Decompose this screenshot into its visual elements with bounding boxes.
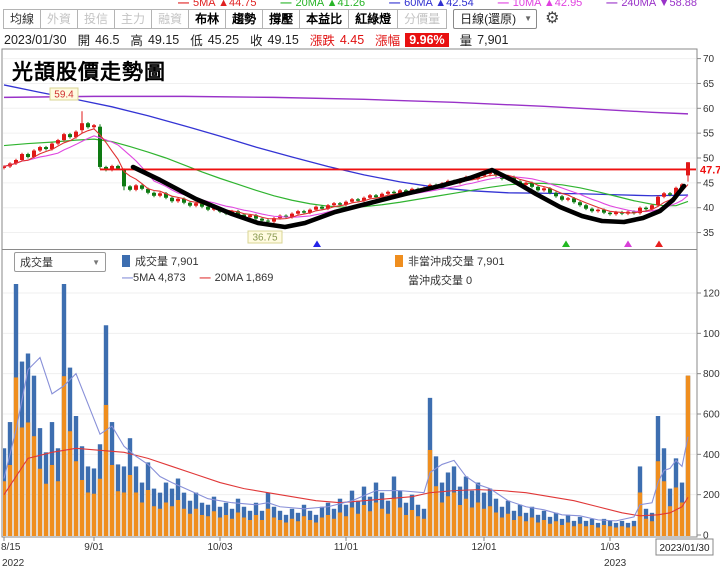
period-dropdown[interactable]: 日線(還原) ▼ <box>453 9 538 29</box>
volume-ma5-line <box>3 356 689 522</box>
svg-text:70: 70 <box>703 54 715 65</box>
volume-ma20-swatch: — <box>199 272 211 284</box>
svg-text:55: 55 <box>703 129 715 140</box>
open-value: 46.5 <box>95 32 120 47</box>
volume-swatch <box>122 255 130 267</box>
gear-icon[interactable]: ⚙ <box>545 10 560 27</box>
period-dropdown-label: 日線(還原) <box>460 12 517 26</box>
quote-date: 2023/01/30 <box>4 32 67 47</box>
svg-text:2023: 2023 <box>604 558 627 569</box>
ma-legend-item: —240MA ▼58.88 <box>606 0 698 9</box>
open-label: 開 <box>77 34 91 48</box>
svg-text:6000: 6000 <box>703 409 720 420</box>
svg-text:10/03: 10/03 <box>207 542 232 553</box>
change-value: 4.45 <box>339 32 365 47</box>
quote-bar: 2023/01/30 開 46.5 高 49.15 低 45.25 收 49.1… <box>4 30 508 49</box>
tab-8[interactable]: 本益比 <box>299 9 350 29</box>
svg-text:65: 65 <box>703 79 715 90</box>
svg-text:12000: 12000 <box>703 288 720 299</box>
chevron-down-icon: ▼ <box>524 14 533 23</box>
tab-7[interactable]: 撐壓 <box>262 9 301 29</box>
ma5-line <box>3 128 689 220</box>
svg-text:40: 40 <box>703 203 715 214</box>
last-date-badge: 2023/01/30 <box>655 538 714 556</box>
ma-legend-item: —60MA ▲42.54 <box>389 0 474 9</box>
close-value: 49.15 <box>267 32 299 47</box>
volume-ma20-line <box>3 447 689 517</box>
low-value: 45.25 <box>207 32 240 47</box>
toolbar: 均線 外資 投信 主力 融資 布林 趨勢 撐壓 本益比 紅綠燈 分價量 日線(還原) ▼ ⚙ <box>3 9 559 29</box>
resistance-price-label: 47.7 <box>700 164 720 176</box>
ma60-line <box>3 84 689 197</box>
nondaytrade-legend-text: 非當沖成交量 7,901 <box>408 256 505 268</box>
svg-text:1/03: 1/03 <box>600 542 620 553</box>
svg-text:2023/01/30: 2023/01/30 <box>659 543 709 554</box>
ma-legend-item: —20MA ▲41.26 <box>280 0 366 9</box>
tab-6[interactable]: 趨勢 <box>225 9 264 29</box>
tab-1[interactable]: 外資 <box>40 9 79 29</box>
nondaytrade-swatch <box>395 255 403 267</box>
toolbar-tabs: 均線 外資 投信 主力 融資 布林 趨勢 撐壓 本益比 紅綠燈 分價量 <box>3 9 448 29</box>
daytrade-legend: 非當沖成交量 7,901 當沖成交量 0 <box>395 253 505 288</box>
volume-indicator-dropdown[interactable]: 成交量 ▼ <box>14 252 106 272</box>
price-axis: 70 65 60 55 50 45 40 35 <box>697 54 715 239</box>
pct-label: 漲幅 <box>375 34 401 48</box>
volume-legend-text: 成交量 7,901 <box>135 256 199 268</box>
ma240-line <box>3 95 689 115</box>
tab-9[interactable]: 紅綠燈 <box>348 9 399 29</box>
daytrade-legend-text: 當沖成交量 0 <box>408 275 473 287</box>
volume-ma5-swatch: — <box>122 272 133 284</box>
svg-text:0: 0 <box>703 531 709 542</box>
svg-text:10000: 10000 <box>703 329 720 340</box>
ma-legend-item: —10MA ▲42.95 <box>497 0 583 9</box>
tab-4[interactable]: 融資 <box>151 9 190 29</box>
svg-text:59.4: 59.4 <box>54 90 74 101</box>
signal-markers <box>313 240 663 247</box>
high-value: 49.15 <box>147 32 180 47</box>
price-ma-legend: —5MA ▲44.75 —20MA ▲41.26 —60MA ▲42.54 —10MA… <box>178 0 697 9</box>
volume-ma20-text: 20MA 1,869 <box>214 272 274 284</box>
change-label: 漲跌 <box>309 34 335 48</box>
high-label: 高 <box>130 34 143 48</box>
svg-text:12/01: 12/01 <box>471 542 496 553</box>
ma-legend-item: —5MA ▲44.75 <box>178 0 257 9</box>
svg-text:36.75: 36.75 <box>252 233 277 244</box>
volume-indicator-label: 成交量 <box>20 257 53 269</box>
volume-value: 7,901 <box>477 32 509 47</box>
tab-10[interactable]: 分價量 <box>397 9 448 29</box>
svg-text:8/15: 8/15 <box>1 542 21 553</box>
tab-0[interactable]: 均線 <box>3 9 42 29</box>
svg-text:35: 35 <box>703 228 715 239</box>
volume-ma5-text: 5MA 4,873 <box>133 272 186 284</box>
pct-badge: 9.96% <box>405 32 449 47</box>
svg-text:50: 50 <box>703 154 715 165</box>
svg-text:8000: 8000 <box>703 369 720 380</box>
tab-2[interactable]: 投信 <box>77 9 116 29</box>
tab-3[interactable]: 主力 <box>114 9 153 29</box>
svg-text:4000: 4000 <box>703 450 720 461</box>
close-label: 收 <box>250 34 263 48</box>
svg-text:60: 60 <box>703 104 715 115</box>
volume-label: 量 <box>459 34 473 48</box>
svg-text:45: 45 <box>703 178 715 189</box>
drawn-trendline[interactable] <box>130 164 687 230</box>
tab-5[interactable]: 布林 <box>188 9 227 29</box>
volume-bars <box>3 284 691 536</box>
price-annotation: 36.75 <box>247 230 283 244</box>
low-label: 低 <box>190 34 203 48</box>
price-annotation: 59.4 <box>49 87 79 101</box>
svg-text:11/01: 11/01 <box>334 542 359 553</box>
svg-text:9/01: 9/01 <box>84 542 104 553</box>
svg-text:2022: 2022 <box>2 558 25 569</box>
volume-legend: 成交量 7,901 — 5MA 4,873 — 20MA 1,869 <box>122 253 273 284</box>
page-title: 光頡股價走勢圖 <box>12 60 166 84</box>
date-axis: 8/15 9/01 10/03 11/01 12/01 1/03 2022 2023 <box>1 537 627 569</box>
chevron-down-icon: ▼ <box>92 257 100 267</box>
